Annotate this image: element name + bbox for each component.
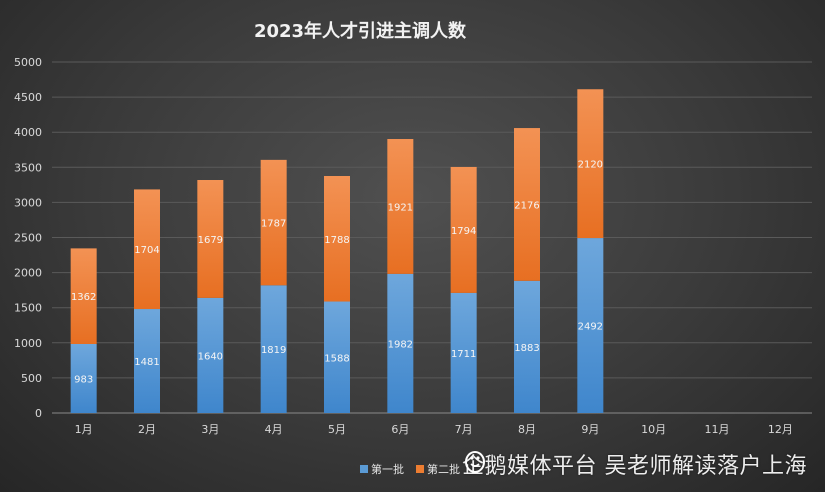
y-axis-ticks: 0 500 1000 1500 2000 2500 3000 3500 4000 4500 5000 bbox=[14, 56, 42, 420]
y-tick-label: 3000 bbox=[14, 196, 42, 209]
data-label: 1362 bbox=[71, 292, 96, 303]
bar-segment bbox=[70, 248, 97, 344]
data-label: 1921 bbox=[388, 202, 413, 213]
y-tick-label: 0 bbox=[35, 407, 42, 420]
watermark: 企鹅媒体平台 吴老师解读落户上海 bbox=[462, 448, 807, 480]
data-label: 983 bbox=[74, 374, 93, 385]
data-label: 2176 bbox=[514, 200, 539, 211]
data-label: 1588 bbox=[324, 353, 349, 364]
data-label: 1704 bbox=[134, 245, 159, 256]
data-label: 1481 bbox=[134, 357, 159, 368]
y-tick-label: 1000 bbox=[14, 337, 42, 350]
x-tick-label: 4月 bbox=[265, 423, 283, 436]
bar-segment bbox=[70, 343, 97, 413]
penguin-icon bbox=[465, 451, 485, 473]
data-label: 2120 bbox=[578, 160, 603, 171]
bar-segment bbox=[577, 89, 604, 239]
x-tick-label: 7月 bbox=[455, 423, 473, 436]
x-tick-label: 6月 bbox=[391, 423, 409, 436]
x-tick-label: 9月 bbox=[581, 423, 599, 436]
data-label: 1711 bbox=[451, 349, 476, 360]
bars bbox=[70, 89, 604, 413]
data-label: 1794 bbox=[451, 226, 476, 237]
x-tick-label: 2月 bbox=[138, 423, 156, 436]
bar-segment bbox=[514, 128, 540, 281]
data-label: 1883 bbox=[514, 343, 539, 354]
legend-label: 第二批 bbox=[427, 462, 460, 476]
bar-segment bbox=[197, 297, 224, 413]
y-tick-label: 3500 bbox=[14, 161, 42, 174]
bar-segment bbox=[324, 301, 350, 413]
bar-segment bbox=[577, 238, 604, 413]
bar-segment bbox=[134, 309, 160, 413]
x-tick-label: 11月 bbox=[705, 423, 730, 436]
bar-segment bbox=[450, 166, 477, 293]
y-tick-label: 500 bbox=[21, 372, 42, 385]
x-tick-label: 10月 bbox=[641, 423, 666, 436]
legend: 第一批 第二批 bbox=[360, 462, 460, 476]
bar-segment bbox=[387, 139, 414, 274]
y-tick-label: 1500 bbox=[14, 302, 42, 315]
bar-segment bbox=[387, 273, 414, 413]
watermark-text: 企鹅媒体平台 吴老师解读落户上海 bbox=[462, 454, 807, 479]
data-label: 1787 bbox=[261, 219, 286, 230]
bar-segment bbox=[260, 159, 287, 286]
data-label: 1982 bbox=[388, 339, 413, 350]
x-tick-label: 8月 bbox=[518, 423, 536, 436]
chart-title: 2023年人才引进主调人数 bbox=[254, 20, 467, 42]
x-axis-ticks: 1月 2月 3月 4月 5月 6月 7月 8月 9月 10月 11月 12月 bbox=[75, 423, 793, 436]
data-label: 1640 bbox=[198, 351, 223, 362]
data-label: 1819 bbox=[261, 345, 286, 356]
y-tick-label: 5000 bbox=[14, 56, 42, 69]
legend-swatch bbox=[416, 465, 424, 473]
data-label: 1788 bbox=[324, 235, 349, 246]
data-label: 1679 bbox=[198, 235, 223, 246]
x-tick-label: 5月 bbox=[328, 423, 346, 436]
bar-segment bbox=[514, 280, 540, 413]
x-tick-label: 3月 bbox=[201, 423, 219, 436]
legend-swatch bbox=[360, 465, 368, 473]
y-tick-label: 4500 bbox=[14, 91, 42, 104]
y-tick-label: 2000 bbox=[14, 267, 42, 280]
bar-segment bbox=[260, 285, 287, 413]
x-tick-label: 1月 bbox=[75, 423, 93, 436]
bar-segment bbox=[450, 292, 477, 413]
data-labels: 983 1362 1481 1704 1640 1679 1819 1787 1588 1788 1… bbox=[71, 160, 603, 386]
data-label: 2492 bbox=[578, 322, 603, 333]
y-tick-label: 4000 bbox=[14, 126, 42, 139]
legend-label: 第一批 bbox=[371, 462, 404, 476]
y-tick-label: 2500 bbox=[14, 232, 42, 245]
bar-segment bbox=[324, 176, 350, 302]
gridlines bbox=[52, 61, 812, 414]
bar-segment bbox=[134, 189, 160, 310]
bar-segment bbox=[197, 180, 224, 298]
x-tick-label: 12月 bbox=[768, 423, 793, 436]
